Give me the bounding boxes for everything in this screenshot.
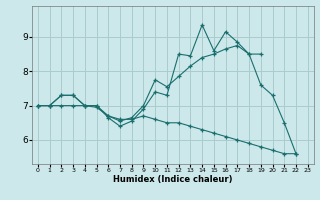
X-axis label: Humidex (Indice chaleur): Humidex (Indice chaleur) (113, 175, 233, 184)
